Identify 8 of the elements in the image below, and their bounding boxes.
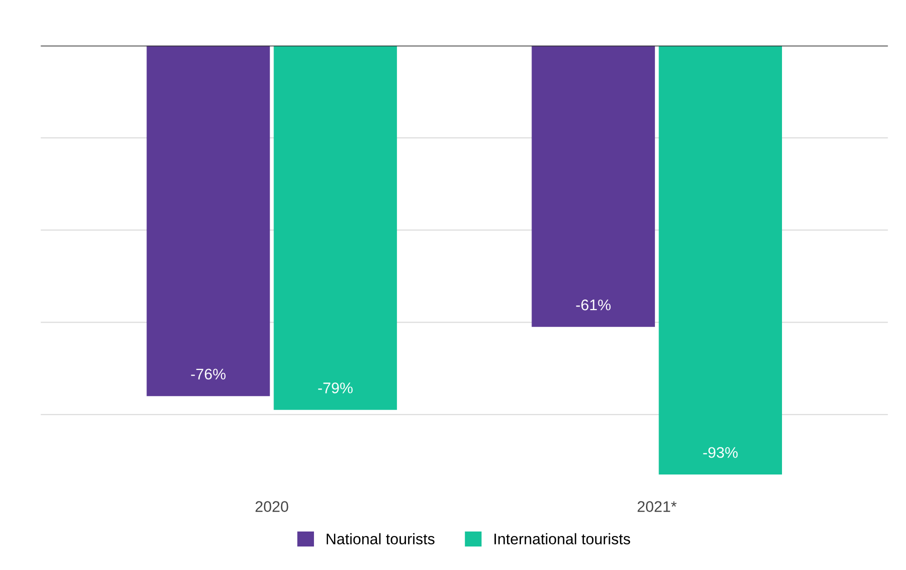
x-tick-label: 2021*: [638, 501, 677, 512]
data-label: -76%: [191, 368, 226, 380]
x-tick-label: 2020: [256, 501, 288, 512]
legend-label: National tourists: [326, 533, 434, 544]
data-label: -93%: [703, 447, 738, 458]
data-label: -61%: [576, 300, 611, 310]
legend-label: International tourists: [494, 533, 630, 544]
data-label: -79%: [318, 382, 353, 394]
